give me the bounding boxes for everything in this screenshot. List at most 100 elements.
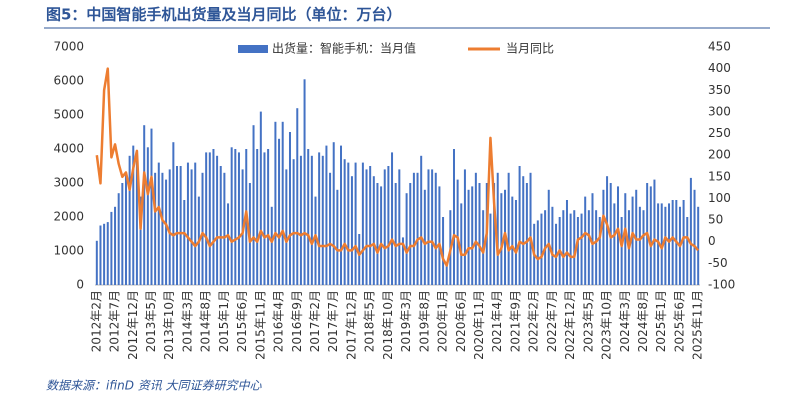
bar — [183, 200, 186, 285]
y-tick-label: 4000 — [53, 142, 84, 156]
bar — [398, 169, 401, 285]
bar — [649, 186, 652, 285]
bar — [139, 196, 142, 285]
bar — [299, 155, 302, 285]
bar — [565, 200, 568, 285]
legend-label: 出货量：智能手机：当月值 — [272, 41, 416, 56]
bar — [478, 183, 481, 285]
bar — [179, 166, 182, 285]
bar — [281, 121, 284, 285]
bar — [358, 234, 361, 285]
y2-tick-label: 100 — [708, 191, 731, 205]
bar — [365, 169, 368, 285]
x-tick-label: 2020年11月 — [472, 290, 486, 360]
bar — [587, 210, 590, 285]
bar — [237, 152, 240, 285]
bar — [172, 142, 175, 285]
x-tick-label: 2019年8月 — [417, 290, 431, 352]
bar — [161, 172, 164, 285]
bar — [536, 220, 539, 285]
bar — [525, 183, 528, 285]
x-tick-label: 2015年11月 — [253, 290, 267, 360]
bar — [234, 149, 237, 285]
bar — [391, 152, 394, 285]
bar — [256, 149, 259, 285]
bar — [325, 145, 328, 285]
bar — [350, 176, 353, 285]
bar — [434, 172, 437, 285]
bar — [507, 172, 510, 285]
bar — [489, 213, 492, 285]
y2-tick-label: 250 — [708, 126, 731, 140]
bar — [383, 169, 386, 285]
bar — [114, 206, 117, 285]
source-note: 数据来源：ifinD 资讯 大同证券研究中心 — [46, 379, 263, 393]
bar — [573, 210, 576, 285]
bar — [230, 147, 233, 285]
bar — [580, 213, 583, 285]
bar — [143, 125, 146, 285]
bar — [318, 152, 321, 285]
bar — [471, 186, 474, 285]
bar — [620, 217, 623, 285]
bar — [405, 193, 408, 285]
bar — [467, 189, 470, 285]
bar — [529, 172, 532, 285]
bar — [321, 155, 324, 285]
bar — [132, 145, 135, 285]
bar — [267, 149, 270, 285]
bar — [394, 183, 397, 285]
bar — [310, 155, 313, 285]
bar — [431, 169, 434, 285]
bar — [638, 206, 641, 285]
bar — [442, 217, 445, 285]
x-tick-label: 2025年11月 — [691, 290, 705, 360]
bar — [387, 166, 390, 285]
x-tick-label: 2012年7月 — [108, 290, 122, 352]
bar — [329, 172, 332, 285]
bar — [292, 159, 295, 285]
bar — [624, 193, 627, 285]
bar — [522, 176, 525, 285]
bar — [212, 149, 215, 285]
bar — [343, 159, 346, 285]
bar — [95, 240, 98, 285]
x-tick-label: 2012年2月 — [89, 290, 103, 352]
bar — [598, 217, 601, 285]
bar — [686, 217, 689, 285]
bar — [671, 200, 674, 285]
bar — [124, 172, 127, 285]
bar — [540, 213, 543, 285]
bar — [380, 186, 383, 285]
bar — [423, 189, 426, 285]
x-tick-label: 2017年2月 — [308, 290, 322, 352]
bar — [128, 155, 131, 285]
bar — [697, 206, 700, 285]
bar — [493, 183, 496, 285]
legend-swatch — [238, 45, 268, 53]
bar — [631, 196, 634, 285]
bar — [259, 111, 262, 285]
bar — [361, 162, 364, 285]
x-tick-label: 2018年10月 — [381, 290, 395, 360]
bar — [103, 223, 106, 285]
bar — [412, 172, 415, 285]
bar — [274, 121, 277, 285]
bar — [616, 186, 619, 285]
bar — [606, 176, 609, 285]
bar — [500, 193, 503, 285]
bar — [452, 149, 455, 285]
bar — [208, 152, 211, 285]
bar — [303, 79, 306, 285]
y-tick-label: 1000 — [53, 244, 84, 258]
x-tick-label: 2025年6月 — [672, 290, 686, 352]
bar — [150, 128, 153, 285]
chart-title: 图5：中国智能手机出货量及当月同比（单位：万台） — [46, 6, 401, 24]
bar — [219, 166, 222, 285]
bar — [154, 172, 157, 285]
bar — [168, 169, 171, 285]
bar — [146, 147, 149, 285]
bar — [682, 200, 685, 285]
x-tick-label: 2023年10月 — [600, 290, 614, 360]
y2-tick-label: 400 — [708, 61, 731, 75]
